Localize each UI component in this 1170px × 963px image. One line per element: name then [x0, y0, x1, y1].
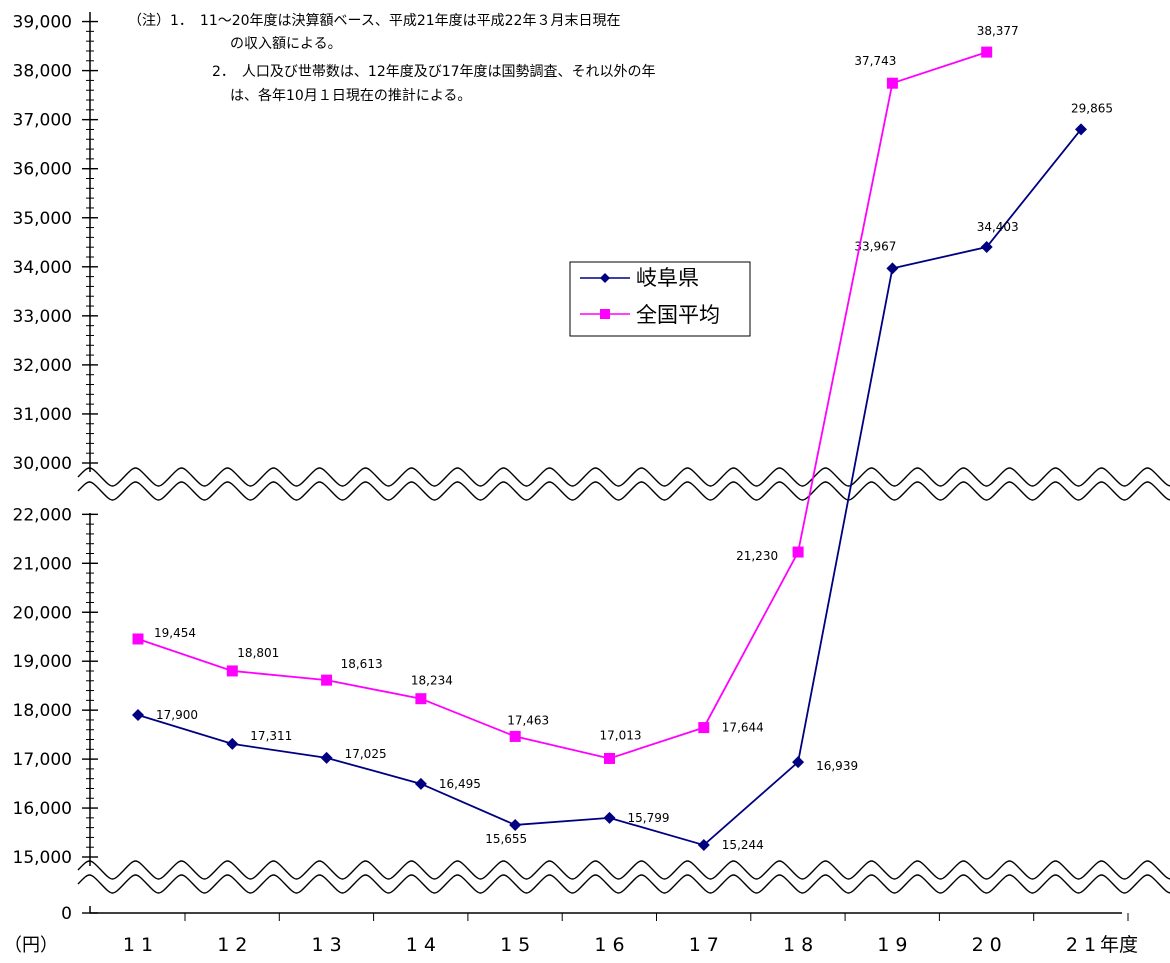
x-tick-label: 21: [1066, 934, 1102, 956]
note-line-4: は、各年10月１日現在の推計による。: [230, 88, 471, 104]
series-0-data-label: 17,900: [156, 708, 198, 722]
series-1-point: [509, 730, 521, 742]
x-tick-label: 15: [500, 934, 536, 956]
series-1-point: [415, 693, 427, 705]
x-tick-label: 14: [406, 934, 442, 956]
series-1-data-label: 37,743: [854, 54, 896, 68]
y-tick-label: 35,000: [13, 209, 72, 229]
series-1-point: [792, 546, 804, 558]
series-1-data-label: 18,613: [341, 657, 383, 671]
series-0-point: [132, 709, 144, 722]
series-1-point: [886, 77, 898, 89]
series-0-data-label: 17,025: [345, 747, 387, 761]
y-tick-label: 30,000: [13, 454, 72, 474]
series-0-point: [697, 839, 710, 852]
y-tick-label: 18,000: [13, 701, 72, 721]
y-tick-label: 37,000: [13, 111, 72, 131]
series-line-1: [137, 51, 987, 760]
chart-notes: （注）1． 11～20年度は決算額ベース、平成21年度は平成22年３月末日現在 …: [128, 13, 656, 104]
series-0-data-label: 16,495: [439, 777, 481, 791]
note-line-3: 2． 人口及び世帯数は、12年度及び17年度は国勢調査、それ以外の年: [212, 64, 656, 80]
series-0-point: [886, 262, 899, 275]
y-tick-label: 36,000: [13, 160, 72, 180]
legend-label-national: 全国平均: [636, 303, 720, 327]
y-tick-label: 31,000: [13, 405, 72, 425]
series-1-point: [226, 665, 238, 677]
series-1-data-label: 18,801: [237, 646, 279, 660]
y-tick-label: 22,000: [13, 505, 72, 525]
legend-label-gifu: 岐阜県: [636, 266, 699, 290]
y-tick-label: 19,000: [13, 652, 72, 672]
y-tick-label: 39,000: [13, 13, 72, 33]
legend: 岐阜県 全国平均: [569, 261, 751, 337]
series-0-data-label: 17,311: [250, 729, 292, 743]
series-1-data-label: 21,230: [736, 549, 778, 563]
x-tick-label: 18: [783, 934, 819, 956]
axis-break-lower-top: [77, 860, 1170, 880]
y-tick-label: 17,000: [13, 750, 72, 770]
legend-marker-gifu: [600, 273, 610, 283]
series-0-point: [509, 818, 522, 831]
axis-breaks: [77, 467, 1170, 906]
series-0-data-label: 16,939: [816, 759, 858, 773]
axis-break-lower-bottom: [77, 874, 1170, 894]
legend-box: [569, 261, 751, 337]
x-tick-label: 20: [972, 934, 1008, 956]
series-0-point: [603, 811, 616, 824]
x-tick-label: 19: [877, 934, 913, 956]
y-tick-label: 15,000: [13, 848, 72, 868]
note-line-1: （注）1． 11～20年度は決算額ベース、平成21年度は平成22年３月末日現在: [128, 13, 620, 29]
series-1-data-label: 38,377: [977, 24, 1019, 38]
axis-break-upper-band: [78, 474, 1170, 513]
axis-break-lower-band: [78, 867, 1170, 906]
x-tick-label: 11: [123, 934, 159, 956]
axis-break-upper-bottom: [77, 481, 1170, 501]
series-0-point: [226, 737, 239, 750]
series-0-point: [414, 777, 427, 790]
y-tick-label: 32,000: [13, 356, 72, 376]
y-tick-label: 0: [61, 904, 72, 924]
series-0-point: [1075, 123, 1087, 136]
series-0-data-label: 15,244: [722, 838, 764, 852]
series-1-data-label: 17,013: [600, 728, 642, 742]
series-1-data-label: 19,454: [154, 626, 196, 640]
series-1-data-label: 17,644: [722, 721, 764, 735]
series-1-data-label: 17,463: [507, 713, 549, 727]
series-0-point: [320, 751, 333, 764]
axis-break-upper-top: [77, 467, 1170, 487]
y-tick-label: 38,000: [13, 62, 72, 82]
series-1-data-label: 18,234: [411, 674, 453, 688]
y-tick-label: 20,000: [13, 603, 72, 623]
x-axis-suffix: 年度: [1100, 934, 1138, 956]
y-tick-label: 21,000: [13, 554, 72, 574]
y-tick-label: 16,000: [13, 799, 72, 819]
series-0-point: [980, 241, 993, 254]
series-1-point: [981, 46, 993, 58]
series-0-data-label: 29,865: [1071, 101, 1113, 115]
series-1-point: [321, 674, 333, 686]
series-0-point: [792, 756, 805, 769]
series-1-point: [604, 752, 615, 764]
x-tick-label: 13: [312, 934, 348, 956]
y-unit-label: （円）: [4, 935, 58, 956]
x-tick-label: 16: [594, 934, 630, 956]
series-layer: 17,900 17,311 17,025 16,495 15,655 15,799 15,2…: [132, 24, 1113, 852]
x-tick-label: 17: [689, 934, 725, 956]
series-0-data-label: 34,403: [977, 220, 1019, 234]
series-1-point: [132, 633, 144, 645]
y-tick-label: 33,000: [13, 307, 72, 327]
axes: 0 15,000 16,000 17,000 18,000 19,000 20,000 21,…: [13, 12, 1129, 956]
series-0-data-label: 15,799: [628, 811, 670, 825]
series-0-data-label: 33,967: [854, 239, 896, 253]
x-tick-label: 12: [217, 934, 253, 956]
series-1-point: [698, 722, 710, 734]
series-0-data-label: 15,655: [485, 832, 527, 846]
note-line-2: の収入額による。: [230, 36, 342, 52]
legend-marker-national: [600, 309, 610, 319]
y-tick-label: 34,000: [13, 258, 72, 278]
